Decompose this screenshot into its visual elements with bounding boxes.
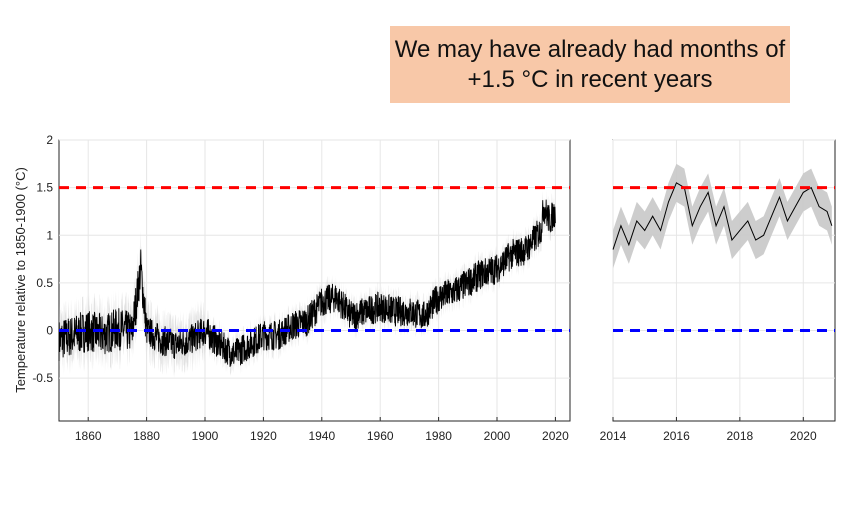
left-x-tick-label: 1940 xyxy=(308,429,335,443)
y-tick-label: -0.5 xyxy=(32,371,53,385)
right-x-tick-label: 2016 xyxy=(663,429,690,443)
left-x-tick-label: 1920 xyxy=(250,429,277,443)
left-x-tick-label: 1880 xyxy=(133,429,160,443)
right-temperature-series xyxy=(612,182,833,250)
left-x-tick-label: 1900 xyxy=(192,429,219,443)
left-x-tick-label: 1860 xyxy=(75,429,102,443)
callout-box: We may have already had months of +1.5 °… xyxy=(390,26,790,103)
left-x-tick-label: 2000 xyxy=(484,429,511,443)
left-x-tick-label: 2020 xyxy=(542,429,569,443)
y-tick-label: 0 xyxy=(46,324,53,338)
y-tick-label: 1.5 xyxy=(36,181,53,195)
y-axis-label: Temperature relative to 1850-1900 (°C) xyxy=(13,167,28,393)
left-x-tick-label: 1980 xyxy=(425,429,452,443)
right-uncertainty-band xyxy=(613,163,832,269)
callout-line-2: +1.5 °C in recent years xyxy=(467,65,713,93)
callout-line-1: We may have already had months of xyxy=(394,35,786,63)
right-x-tick-label: 2020 xyxy=(790,429,817,443)
left-x-tick-label: 1960 xyxy=(367,429,394,443)
y-tick-label: 1 xyxy=(46,228,53,242)
left-temperature-series xyxy=(58,199,556,367)
right-x-tick-label: 2018 xyxy=(727,429,754,443)
y-tick-label: 0.5 xyxy=(36,276,53,290)
y-tick-label: 2 xyxy=(46,133,53,147)
right-x-tick-label: 2014 xyxy=(600,429,627,443)
